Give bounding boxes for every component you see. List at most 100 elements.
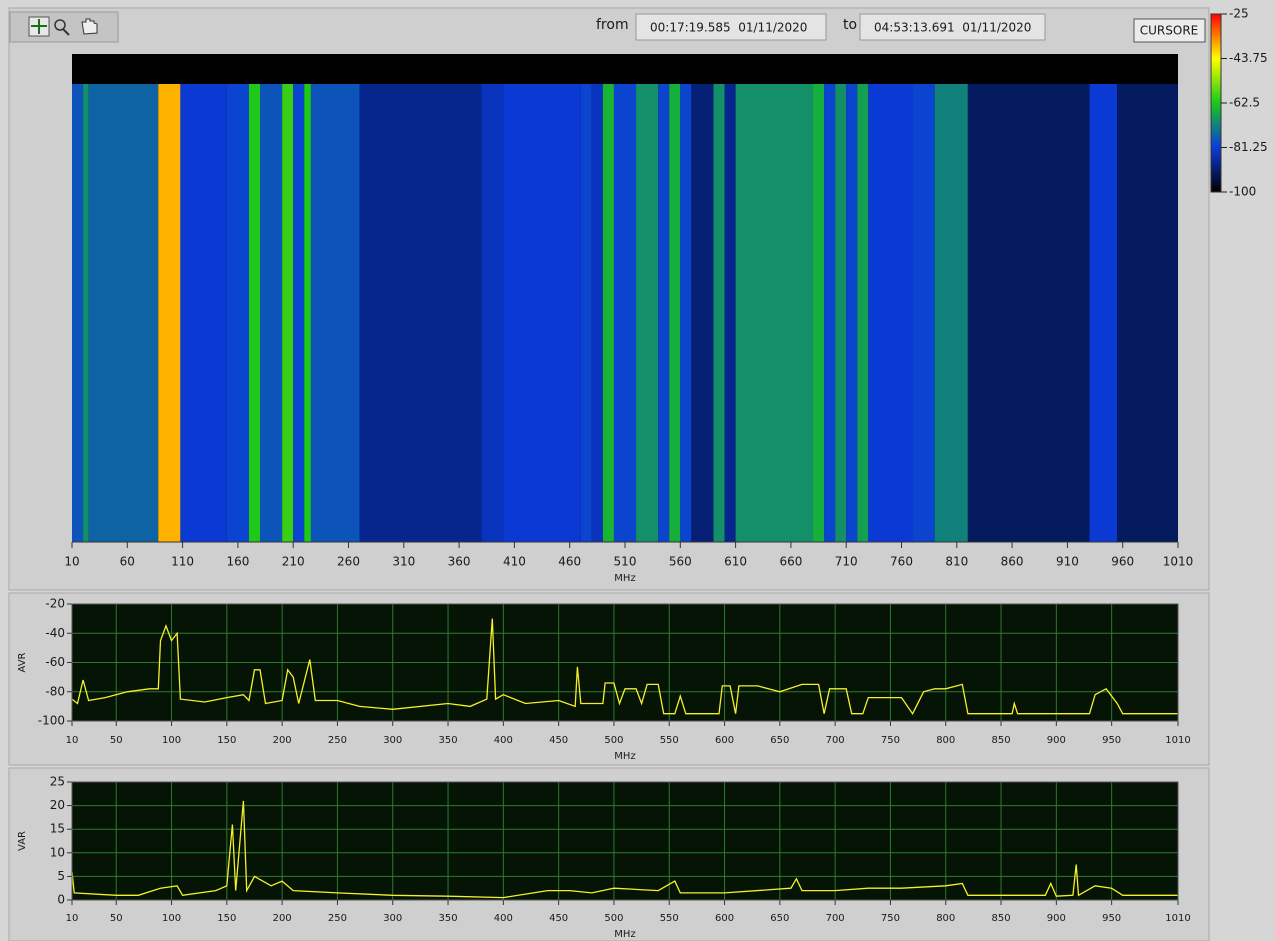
spectrum-band (359, 84, 482, 542)
spectrum-band (680, 84, 692, 542)
y-tick-label: 10 (50, 845, 65, 859)
cursore-button[interactable] (1133, 18, 1206, 43)
spectrum-band (658, 84, 670, 542)
x-tick-label: 450 (549, 735, 568, 746)
spectrum-band (226, 84, 249, 542)
x-tick-label: 110 (171, 555, 194, 569)
to-field[interactable] (859, 13, 1046, 41)
x-tick-label: 310 (392, 555, 415, 569)
x-tick-label: 650 (770, 735, 789, 746)
spectrum-band (180, 84, 227, 542)
y-axis-label: VAR (17, 831, 28, 851)
x-tick-label: 700 (826, 913, 845, 924)
x-tick-label: 510 (614, 555, 637, 569)
y-tick-label: -20 (45, 597, 65, 611)
x-axis-label: MHz (614, 929, 635, 940)
color-tick-label: -25 (1229, 7, 1249, 21)
x-tick-label: 800 (936, 913, 955, 924)
x-tick-label: 360 (448, 555, 471, 569)
spectrum-band (310, 84, 360, 542)
x-tick-label: 460 (558, 555, 581, 569)
color-bar (1210, 13, 1222, 193)
x-tick-label: 760 (890, 555, 913, 569)
y-axis-label: AVR (17, 652, 28, 672)
spectrum-band (260, 84, 283, 542)
x-tick-label: 850 (991, 735, 1010, 746)
x-tick-label: 660 (779, 555, 802, 569)
from-field[interactable] (635, 13, 827, 41)
x-tick-label: 250 (328, 735, 347, 746)
y-tick-label: 25 (50, 775, 65, 789)
toolbar (9, 11, 119, 43)
color-tick-label: -81.25 (1229, 140, 1268, 154)
x-tick-label: 610 (724, 555, 747, 569)
zoom-icon (62, 28, 70, 36)
x-tick-label: 650 (770, 913, 789, 924)
x-tick-label: 800 (936, 735, 955, 746)
x-tick-label: 260 (337, 555, 360, 569)
plot-frame (71, 603, 1179, 722)
y-tick-label: -80 (45, 684, 65, 698)
x-tick-label: 60 (120, 555, 135, 569)
zoom-tool[interactable] (54, 19, 66, 31)
x-tick-label: 150 (217, 913, 236, 924)
color-tick-label: -62.5 (1229, 96, 1260, 110)
spectrum-band (591, 84, 603, 542)
x-tick-label: 300 (383, 735, 402, 746)
spectrum-band (636, 84, 659, 542)
spectrum-band (824, 84, 836, 542)
cursor-icon (31, 19, 47, 34)
pan-tool[interactable] (81, 18, 98, 35)
spectrum-band (713, 84, 725, 542)
x-tick-label: 200 (273, 735, 292, 746)
spectrum-band (158, 84, 181, 542)
cursore-label: CURSORE (1140, 24, 1198, 38)
x-tick-label: 300 (383, 913, 402, 924)
x-tick-label: 550 (660, 735, 679, 746)
color-tick-label: -43.75 (1229, 51, 1268, 65)
from-label: from (596, 17, 629, 33)
spectrum-band (857, 84, 869, 542)
spectrum-band (724, 84, 736, 542)
x-axis-label: MHz (614, 573, 635, 584)
x-tick-label: 560 (669, 555, 692, 569)
y-tick-label: 15 (50, 822, 65, 836)
y-tick-label: 5 (57, 869, 65, 883)
x-tick-label: 10 (66, 913, 79, 924)
x-tick-label: 400 (494, 735, 513, 746)
x-axis-label: MHz (614, 751, 635, 762)
spectrum-band (1089, 84, 1118, 542)
spectrum-band (88, 84, 159, 542)
x-tick-label: 850 (991, 913, 1010, 924)
x-tick-label: 350 (438, 735, 457, 746)
x-tick-label: 100 (162, 913, 181, 924)
x-tick-label: 50 (110, 913, 123, 924)
x-tick-label: 500 (604, 735, 623, 746)
x-tick-label: 950 (1102, 913, 1121, 924)
spectrum-band (83, 84, 89, 542)
x-tick-label: 910 (1056, 555, 1079, 569)
y-tick-label: -60 (45, 655, 65, 669)
x-tick-label: 900 (1047, 735, 1066, 746)
x-tick-label: 10 (66, 735, 79, 746)
spectrum-band (813, 84, 825, 542)
x-tick-label: 600 (715, 735, 734, 746)
x-tick-label: 350 (438, 913, 457, 924)
x-tick-label: 500 (604, 913, 623, 924)
x-tick-label: 1010 (1165, 735, 1190, 746)
x-tick-label: 1010 (1165, 913, 1190, 924)
spectrum-band (602, 84, 614, 542)
x-tick-label: 160 (226, 555, 249, 569)
x-tick-label: 10 (64, 555, 79, 569)
x-tick-label: 960 (1111, 555, 1134, 569)
y-tick-label: -100 (38, 714, 65, 728)
plot-frame (71, 781, 1179, 901)
x-tick-label: 50 (110, 735, 123, 746)
x-tick-label: 600 (715, 913, 734, 924)
x-tick-label: 550 (660, 913, 679, 924)
spectrum-band (304, 84, 311, 542)
trace (71, 800, 1178, 899)
spectrum-band (481, 84, 504, 542)
x-tick-label: 210 (282, 555, 305, 569)
